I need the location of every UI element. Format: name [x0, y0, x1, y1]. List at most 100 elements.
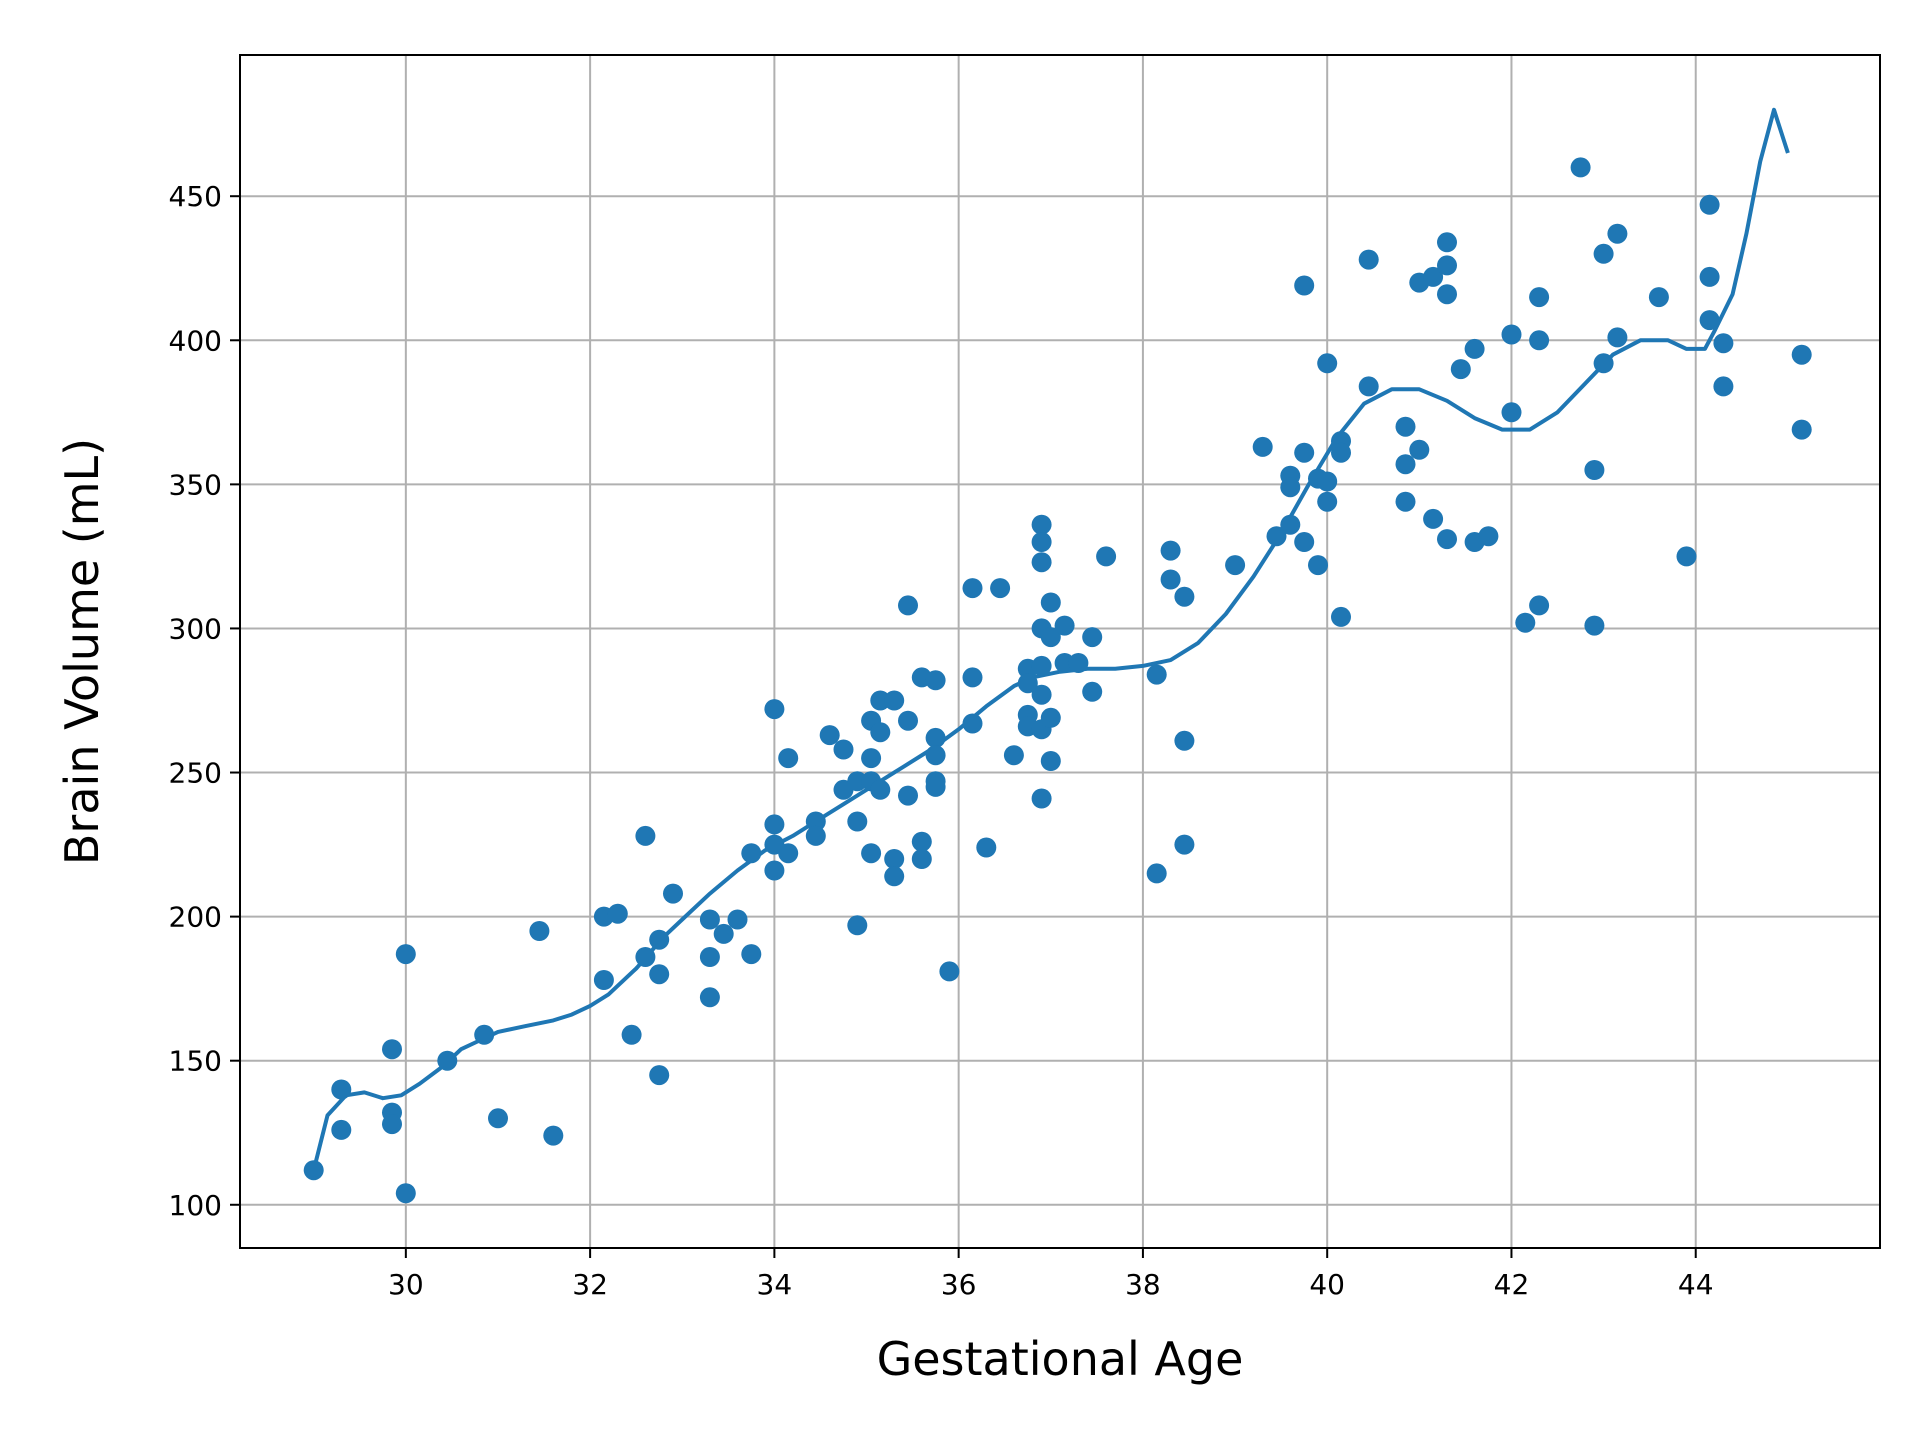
x-axis-label: Gestational Age	[877, 1332, 1244, 1386]
data-point	[1464, 338, 1485, 359]
data-point	[962, 578, 983, 599]
data-point	[1584, 460, 1605, 480]
data-point	[303, 1160, 324, 1181]
y-tick-label: 350	[169, 468, 222, 501]
data-point	[1146, 863, 1167, 884]
data-point	[1423, 266, 1444, 287]
data-point	[1501, 402, 1522, 423]
data-point	[1017, 673, 1038, 694]
x-tick-label: 32	[572, 1268, 608, 1301]
data-point	[1331, 606, 1351, 627]
data-point	[1174, 730, 1195, 751]
data-point	[1437, 529, 1457, 550]
data-point	[1501, 324, 1522, 345]
data-point	[1040, 592, 1061, 613]
data-point	[1529, 287, 1550, 308]
data-point	[1423, 508, 1444, 529]
data-point	[925, 776, 946, 797]
data-point	[1031, 514, 1052, 535]
data-point	[699, 987, 720, 1008]
data-point	[1082, 627, 1103, 648]
y-tick-label: 300	[169, 612, 222, 645]
data-point	[764, 814, 785, 835]
data-point	[1096, 546, 1117, 567]
data-point	[699, 909, 720, 930]
data-point	[870, 779, 891, 800]
data-point	[635, 947, 656, 967]
data-point	[713, 923, 734, 944]
data-point	[331, 1079, 352, 1100]
data-point	[847, 811, 868, 832]
data-point	[741, 843, 762, 864]
data-point	[1317, 353, 1338, 374]
data-point	[1395, 416, 1416, 437]
data-point	[1593, 353, 1614, 374]
data-point	[990, 578, 1011, 599]
data-point	[1699, 194, 1720, 215]
data-point	[1160, 569, 1181, 590]
data-point	[1607, 223, 1628, 244]
data-point	[1031, 788, 1052, 809]
data-point	[1331, 442, 1351, 463]
data-point	[1160, 540, 1181, 561]
data-point	[976, 837, 997, 858]
data-point	[805, 825, 826, 846]
data-point	[1031, 552, 1052, 573]
data-point	[764, 860, 785, 881]
axis-ticks: 30 32 34 36 38 40 42 44 100 150 200 250 300 350 400 450	[169, 180, 1714, 1301]
data-point	[1294, 532, 1315, 552]
data-point	[1529, 595, 1550, 616]
data-point	[925, 745, 946, 766]
y-tick-label: 250	[169, 757, 222, 790]
data-point	[1437, 255, 1457, 276]
data-point	[1280, 514, 1301, 535]
data-point	[1529, 330, 1550, 351]
y-tick-label: 200	[169, 901, 222, 934]
data-point	[925, 670, 946, 691]
data-point	[635, 825, 656, 846]
data-point	[1648, 287, 1669, 308]
data-point	[1699, 310, 1720, 331]
data-point	[898, 710, 918, 731]
data-point	[1317, 491, 1338, 512]
data-point	[1676, 546, 1697, 567]
data-point	[884, 866, 905, 887]
data-point	[663, 883, 683, 904]
data-point	[1584, 615, 1605, 636]
data-point	[870, 690, 891, 711]
data-point	[529, 921, 550, 941]
data-point	[727, 909, 748, 930]
data-point	[1699, 266, 1720, 287]
data-point	[898, 595, 918, 616]
data-point	[1031, 532, 1052, 552]
data-point	[1593, 243, 1614, 264]
data-point	[488, 1108, 508, 1129]
data-point	[1031, 655, 1052, 676]
data-point	[1450, 359, 1471, 380]
data-point	[1713, 376, 1734, 397]
data-point	[805, 811, 826, 832]
data-point	[870, 722, 891, 743]
data-point	[847, 915, 868, 936]
plot-frame	[239, 54, 1881, 1249]
data-point	[1294, 442, 1315, 463]
data-point	[437, 1050, 458, 1071]
data-point	[1478, 526, 1499, 547]
x-tick-label: 38	[1125, 1268, 1161, 1301]
data-point	[607, 903, 628, 924]
data-point	[1437, 232, 1457, 253]
data-point	[1515, 612, 1536, 633]
data-point	[649, 964, 670, 985]
data-point	[382, 1039, 402, 1060]
data-point	[764, 699, 785, 720]
data-point	[1280, 477, 1301, 498]
data-point	[1437, 284, 1457, 305]
y-tick-label: 150	[169, 1045, 222, 1078]
data-point	[1082, 681, 1103, 702]
x-tick-label: 34	[757, 1268, 793, 1301]
data-point	[1266, 526, 1287, 547]
data-point	[395, 944, 416, 965]
data-point	[699, 947, 720, 967]
data-point	[1294, 275, 1315, 296]
